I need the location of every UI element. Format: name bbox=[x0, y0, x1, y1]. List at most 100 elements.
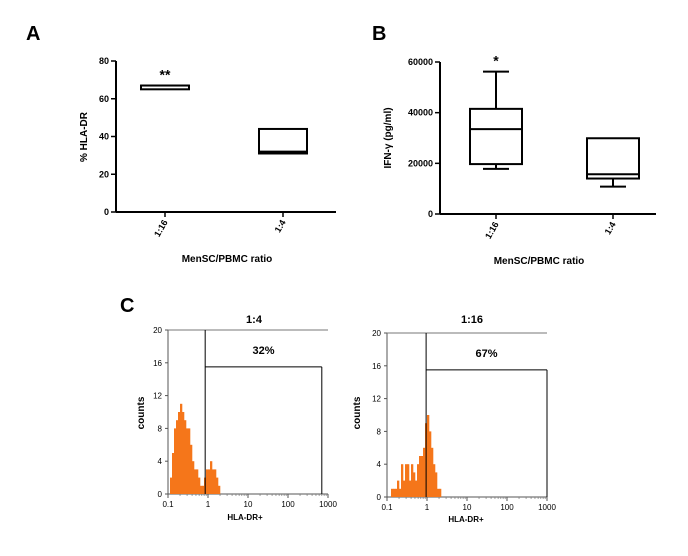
c1-xtick-label-1: 1 bbox=[206, 500, 211, 509]
c1-bin-13 bbox=[194, 469, 197, 494]
c1-bin-11 bbox=[190, 444, 193, 494]
c2-bin-23 bbox=[433, 464, 436, 497]
b-ylabel: IFN-γ (pg/ml) bbox=[383, 107, 394, 168]
c2-bin-24 bbox=[435, 472, 438, 497]
a-ylabel: % HLA-DR bbox=[79, 111, 90, 162]
c2-bin-18 bbox=[423, 447, 426, 497]
b-xtick-label-0: 1:16 bbox=[483, 220, 501, 241]
c2-ytick-label-2: 8 bbox=[377, 427, 382, 436]
c1-bin-7 bbox=[182, 412, 185, 494]
c2-bin-11 bbox=[409, 480, 412, 497]
c1-bin-25 bbox=[218, 485, 221, 494]
c2-xtick-label-3: 100 bbox=[500, 503, 514, 512]
c2-bin-13 bbox=[413, 472, 416, 497]
a-box-1 bbox=[258, 127, 308, 155]
b-box-1 bbox=[586, 137, 640, 180]
c1-gate-label: 32% bbox=[252, 345, 274, 357]
c2-xlabel: HLA-DR+ bbox=[448, 515, 484, 524]
c2-bin-12 bbox=[411, 464, 414, 497]
c2-xtick-label-1: 1 bbox=[425, 503, 430, 512]
c1-bin-10 bbox=[188, 428, 191, 494]
c1-xtick-label-0: 0.1 bbox=[162, 500, 174, 509]
c1-ytick-label-0: 0 bbox=[158, 490, 163, 499]
c2-bin-25 bbox=[437, 488, 440, 497]
c1-bin-9 bbox=[186, 428, 189, 494]
c2-xtick-label-4: 1000 bbox=[538, 503, 556, 512]
a-ytick-label-0: 0 bbox=[104, 207, 109, 217]
c1-xtick-label-2: 10 bbox=[244, 500, 253, 509]
b-ytick-label-2: 40000 bbox=[408, 108, 433, 118]
b-ytick-label-1: 20000 bbox=[408, 158, 433, 168]
b-xtick-label-1: 1:4 bbox=[603, 220, 618, 236]
c2-ytick-label-3: 12 bbox=[372, 395, 381, 404]
a-ytick-label-1: 20 bbox=[99, 169, 109, 179]
histogram-1-16: 0 4 8 12 16 20 0.1 1 10 100 1000 67% bbox=[372, 329, 556, 512]
c1-bin-15 bbox=[198, 477, 201, 494]
b-significance-0: * bbox=[493, 53, 499, 69]
a-ytick-label-2: 40 bbox=[99, 132, 109, 142]
c2-title: 1:16 bbox=[461, 314, 483, 326]
c1-bin-23 bbox=[214, 469, 217, 494]
a-xtick-label-0: 1:16 bbox=[152, 218, 170, 239]
c2-bin-10 bbox=[407, 464, 410, 497]
b-box-0 bbox=[469, 107, 523, 166]
c1-bin-16 bbox=[200, 485, 203, 494]
c1-bin-1 bbox=[170, 477, 173, 494]
c1-title: 1:4 bbox=[246, 314, 263, 326]
c1-bin-21 bbox=[210, 461, 213, 494]
c1-bin-2 bbox=[172, 453, 175, 494]
c2-bin-22 bbox=[431, 447, 434, 497]
c2-bin-26 bbox=[439, 488, 442, 497]
c2-bin-8 bbox=[403, 480, 406, 497]
c2-ytick-label-4: 16 bbox=[372, 362, 381, 371]
c2-ylabel: counts bbox=[352, 396, 363, 429]
c1-bin-8 bbox=[184, 420, 187, 494]
c1-bin-4 bbox=[176, 420, 179, 494]
c2-bin-15 bbox=[417, 464, 420, 497]
c1-xtick-label-3: 100 bbox=[281, 500, 295, 509]
c2-bin-21 bbox=[429, 431, 432, 497]
c2-bin-17 bbox=[421, 456, 424, 497]
c1-bin-12 bbox=[192, 461, 195, 494]
c2-ytick-label-5: 20 bbox=[372, 329, 381, 338]
c1-ytick-label-4: 16 bbox=[153, 359, 162, 368]
c2-bin-2 bbox=[391, 488, 394, 497]
c2-xtick-label-0: 0.1 bbox=[381, 503, 393, 512]
c2-bin-16 bbox=[419, 456, 422, 497]
b-ytick-label-3: 60000 bbox=[408, 57, 433, 67]
c2-ytick-label-0: 0 bbox=[377, 493, 382, 502]
c2-ytick-label-1: 4 bbox=[377, 460, 382, 469]
box-plot-b: 0 20000 40000 60000 1:16 * 1:4 bbox=[408, 53, 656, 241]
c1-ytick-label-3: 12 bbox=[153, 392, 162, 401]
c1-xlabel: HLA-DR+ bbox=[227, 513, 263, 522]
a-xtick-label-1: 1:4 bbox=[273, 218, 288, 234]
c1-xtick-label-4: 1000 bbox=[319, 500, 337, 509]
a-ytick-label-3: 60 bbox=[99, 94, 109, 104]
c1-bin-5 bbox=[178, 412, 181, 494]
c2-bin-3 bbox=[393, 488, 396, 497]
c1-ylabel: counts bbox=[136, 396, 147, 429]
c1-bin-3 bbox=[174, 428, 177, 494]
c2-bin-20 bbox=[427, 415, 430, 497]
c1-bin-19 bbox=[206, 469, 209, 494]
c2-bin-5 bbox=[397, 480, 400, 497]
a-significance-0: ** bbox=[160, 67, 171, 83]
c1-bin-14 bbox=[196, 469, 199, 494]
panel-letter-a: A bbox=[26, 23, 40, 45]
c2-bin-9 bbox=[405, 464, 408, 497]
b-ytick-label-0: 0 bbox=[428, 209, 433, 219]
c1-bin-6 bbox=[180, 403, 183, 494]
c1-ytick-label-2: 8 bbox=[158, 424, 163, 433]
a-ytick-label-4: 80 bbox=[99, 56, 109, 66]
c1-bin-24 bbox=[216, 477, 219, 494]
b-xlabel: MenSC/PBMC ratio bbox=[494, 256, 585, 267]
histogram-1-4: 0 4 8 12 16 20 0.1 1 10 100 1000 32% bbox=[153, 326, 337, 509]
a-xlabel: MenSC/PBMC ratio bbox=[182, 254, 273, 265]
c2-xtick-label-2: 10 bbox=[463, 503, 472, 512]
c1-ytick-label-1: 4 bbox=[158, 457, 163, 466]
c1-bin-22 bbox=[212, 469, 215, 494]
panel-letter-c: C bbox=[120, 295, 134, 317]
c2-gate-label: 67% bbox=[476, 348, 498, 360]
c2-bin-14 bbox=[415, 480, 418, 497]
